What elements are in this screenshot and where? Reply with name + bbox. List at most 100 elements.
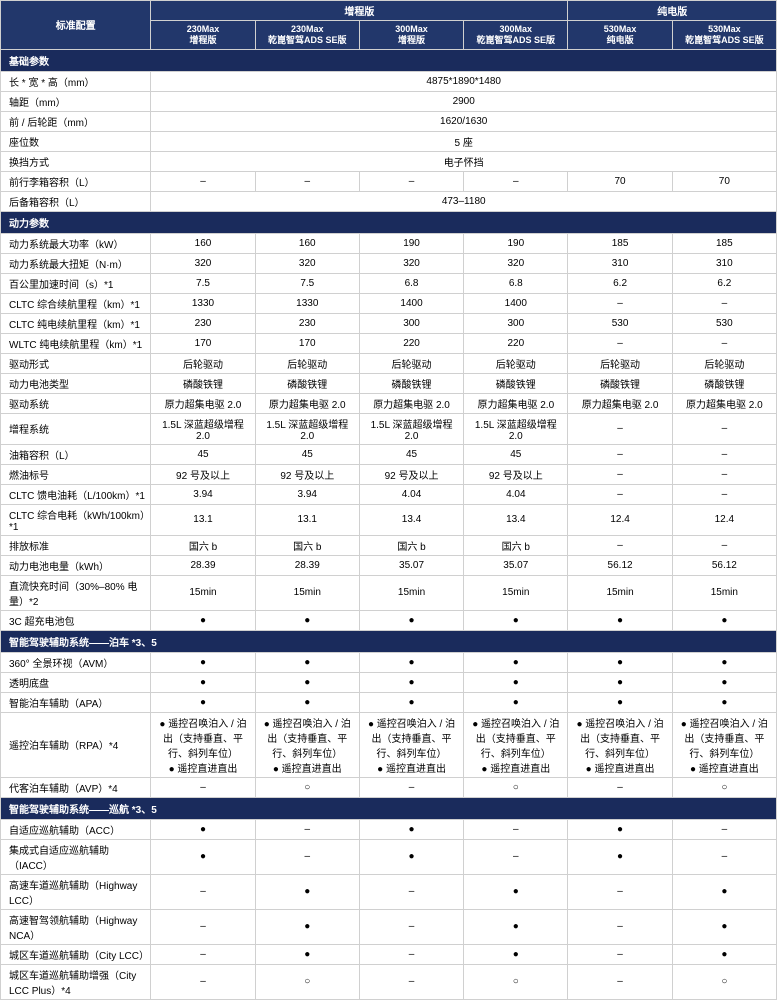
row-value: ● (568, 839, 672, 874)
row-value: ● (151, 819, 255, 839)
row-value: ● 遥控召唤泊入 / 泊出（支持垂直、平行、斜列车位） ● 遥控直进直出 (568, 712, 672, 777)
row-value: ● (151, 839, 255, 874)
row-label: 增程系统 (1, 413, 151, 444)
row-value: 35.07 (464, 555, 568, 575)
table-header: 标准配置 增程版 纯电版 230Max增程版230Max乾崑智驾ADS SE版3… (1, 1, 777, 50)
row-label: 燃油标号 (1, 464, 151, 484)
row-label: 高速智驾领航辅助（Highway NCA） (1, 909, 151, 944)
row-value: 190 (359, 233, 463, 253)
row-value: 后轮驱动 (359, 353, 463, 373)
row-value: 磷酸铁锂 (151, 373, 255, 393)
row-value: 13.4 (464, 504, 568, 535)
row-value: 15min (672, 575, 776, 610)
row-value: – (464, 819, 568, 839)
row-value: 92 号及以上 (255, 464, 359, 484)
row-value: 原力超集电驱 2.0 (151, 393, 255, 413)
row-value: ● (359, 610, 463, 630)
row-label: 代客泊车辅助（AVP）*4 (1, 777, 151, 797)
row-value: 45 (151, 444, 255, 464)
row-label: 动力电池电量（kWh） (1, 555, 151, 575)
row-value: ● (359, 839, 463, 874)
row-value: ● (151, 652, 255, 672)
row-value: 7.5 (255, 273, 359, 293)
row-value: 70 (568, 171, 672, 191)
row-value: 后轮驱动 (464, 353, 568, 373)
row-label: 百公里加速时间（s）*1 (1, 273, 151, 293)
row-value: – (568, 944, 672, 964)
row-value: 190 (464, 233, 568, 253)
row-label: 自适应巡航辅助（ACC） (1, 819, 151, 839)
row-value: – (672, 819, 776, 839)
row-value: ● (255, 874, 359, 909)
row-value: 92 号及以上 (464, 464, 568, 484)
row-value: 1.5L 深蓝超级增程 2.0 (151, 413, 255, 444)
row-label: 换挡方式 (1, 151, 151, 171)
header-std-config: 标准配置 (1, 1, 151, 50)
row-label: CLTC 纯电续航里程（km）*1 (1, 313, 151, 333)
row-value: – (568, 909, 672, 944)
row-value: 320 (464, 253, 568, 273)
row-value: – (151, 944, 255, 964)
row-label: 座位数 (1, 131, 151, 151)
row-value: ● (568, 819, 672, 839)
row-value: 1.5L 深蓝超级增程 2.0 (464, 413, 568, 444)
row-value-span: 5 座 (151, 131, 777, 151)
row-value: 3.94 (151, 484, 255, 504)
row-value: ● (672, 909, 776, 944)
row-label: 动力电池类型 (1, 373, 151, 393)
row-value: 12.4 (568, 504, 672, 535)
row-value: ● (464, 652, 568, 672)
row-value: 7.5 (151, 273, 255, 293)
row-value: 56.12 (568, 555, 672, 575)
row-value: ● 遥控召唤泊入 / 泊出（支持垂直、平行、斜列车位） ● 遥控直进直出 (151, 712, 255, 777)
header-variant-3: 300Max乾崑智驾ADS SE版 (464, 21, 568, 50)
row-value: 原力超集电驱 2.0 (359, 393, 463, 413)
row-value: 6.2 (568, 273, 672, 293)
row-value: – (359, 909, 463, 944)
row-value: 530 (568, 313, 672, 333)
row-value: ● (359, 692, 463, 712)
row-value: 45 (255, 444, 359, 464)
row-value: 13.1 (255, 504, 359, 535)
row-value: ● 遥控召唤泊入 / 泊出（支持垂直、平行、斜列车位） ● 遥控直进直出 (672, 712, 776, 777)
row-value: ● (568, 610, 672, 630)
row-value: – (568, 413, 672, 444)
row-value: 国六 b (255, 535, 359, 555)
row-value: ○ (255, 964, 359, 999)
row-value: 170 (151, 333, 255, 353)
row-label: 遥控泊车辅助（RPA）*4 (1, 712, 151, 777)
row-value: 230 (255, 313, 359, 333)
row-value: 后轮驱动 (672, 353, 776, 373)
row-value: ● (464, 874, 568, 909)
row-value: 35.07 (359, 555, 463, 575)
row-value: 磷酸铁锂 (672, 373, 776, 393)
row-value: 28.39 (151, 555, 255, 575)
row-value: 原力超集电驱 2.0 (672, 393, 776, 413)
row-value: – (255, 819, 359, 839)
row-value: ● 遥控召唤泊入 / 泊出（支持垂直、平行、斜列车位） ● 遥控直进直出 (255, 712, 359, 777)
row-value: 15min (568, 575, 672, 610)
row-value: – (568, 964, 672, 999)
header-group-erev: 增程版 (151, 1, 568, 21)
row-label: 驱动系统 (1, 393, 151, 413)
section-header: 基础参数 (1, 49, 777, 71)
row-value: 15min (255, 575, 359, 610)
row-value: 1330 (255, 293, 359, 313)
row-value: 12.4 (672, 504, 776, 535)
row-value: – (359, 964, 463, 999)
row-value: 磷酸铁锂 (464, 373, 568, 393)
row-value: ● (359, 652, 463, 672)
row-label: WLTC 纯电续航里程（km）*1 (1, 333, 151, 353)
row-label: CLTC 馈电油耗（L/100km）*1 (1, 484, 151, 504)
spec-table: 标准配置 增程版 纯电版 230Max增程版230Max乾崑智驾ADS SE版3… (0, 0, 777, 1000)
row-value: 230 (151, 313, 255, 333)
row-label: 排放标准 (1, 535, 151, 555)
row-value: 3.94 (255, 484, 359, 504)
row-value: – (568, 777, 672, 797)
row-value: 310 (568, 253, 672, 273)
row-label: 后备箱容积（L） (1, 191, 151, 211)
row-value: – (359, 944, 463, 964)
row-value: ○ (464, 964, 568, 999)
row-value: ● (672, 692, 776, 712)
header-variant-5: 530Max乾崑智驾ADS SE版 (672, 21, 776, 50)
